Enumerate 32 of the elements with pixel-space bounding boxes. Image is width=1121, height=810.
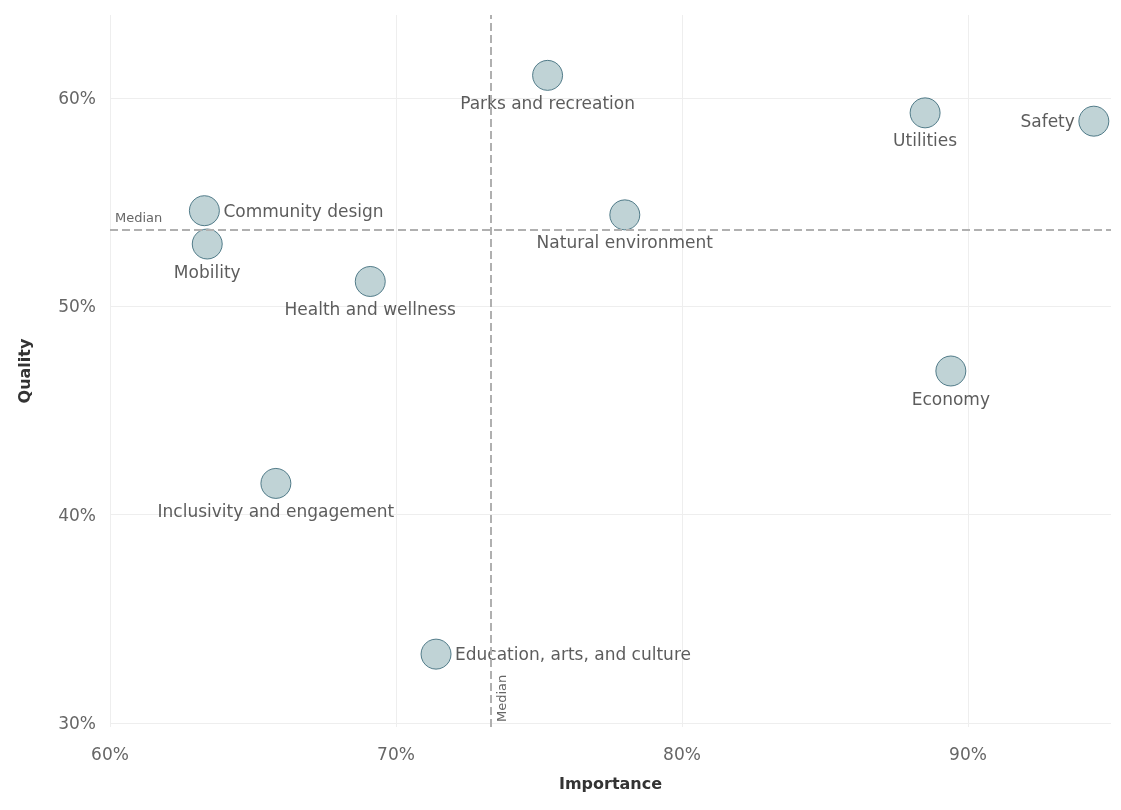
annotation: Natural environment	[536, 232, 714, 253]
point	[1078, 105, 1110, 137]
x-tick-label: 90%	[949, 743, 987, 764]
point	[354, 265, 386, 297]
point	[909, 97, 941, 129]
point	[609, 199, 641, 231]
annotation: Education, arts, and culture	[455, 644, 691, 665]
x-tick-label: 80%	[663, 743, 701, 764]
point	[260, 467, 292, 499]
annotation: Inclusivity and engagement	[157, 500, 395, 521]
y-tick-label: 30%	[58, 712, 96, 733]
x-tick-label: 70%	[377, 743, 415, 764]
y-tick-label: 40%	[58, 504, 96, 525]
x-axis-title: Importance	[558, 773, 663, 793]
ref-line-label: Median	[494, 674, 510, 722]
annotation: Utilities	[893, 130, 958, 151]
y-axis-title: Quality	[14, 338, 34, 404]
x-tick-label: 60%	[91, 743, 129, 764]
ref-line-label: Median	[115, 210, 163, 226]
annotation: Community design	[223, 200, 384, 221]
annotation: Parks and recreation	[460, 92, 636, 113]
point	[188, 195, 220, 227]
annotation: Health and wellness	[284, 298, 457, 319]
annotation: Mobility	[173, 261, 241, 282]
annotation: Safety	[1020, 111, 1075, 132]
y-tick-label: 60%	[58, 88, 96, 109]
y-tick-label: 50%	[58, 296, 96, 317]
point	[935, 355, 967, 387]
point	[191, 228, 223, 260]
point	[420, 638, 452, 670]
point	[532, 59, 564, 91]
annotation: Economy	[911, 388, 990, 409]
